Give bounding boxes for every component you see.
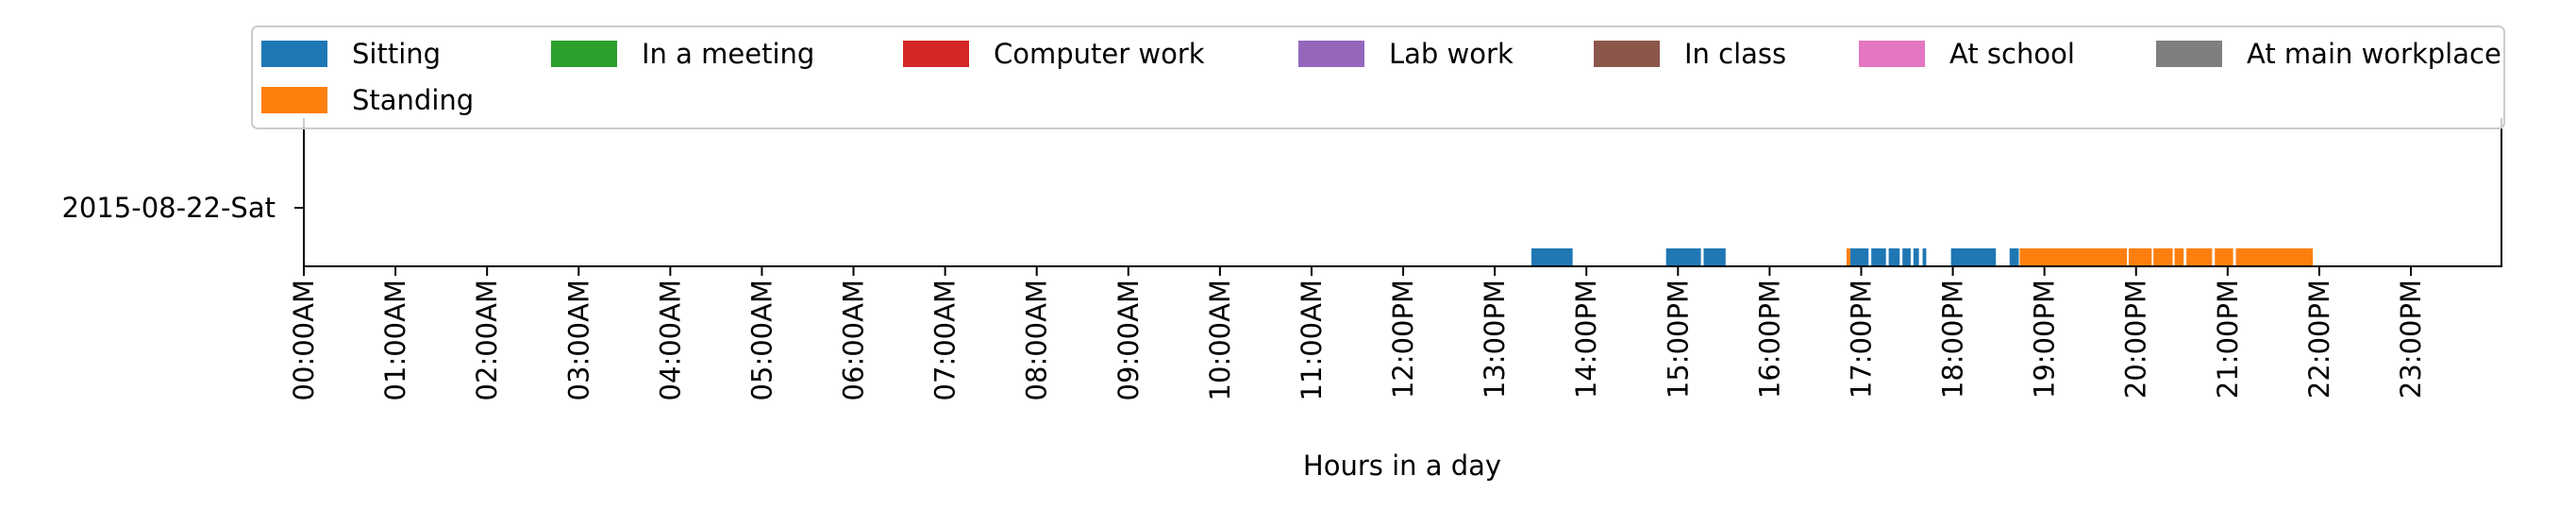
x-tick-label: 10:00AM xyxy=(1204,280,1236,400)
x-tick-label: 20:00PM xyxy=(2120,280,2152,399)
x-tick-label: 16:00PM xyxy=(1753,280,1785,399)
x-tick-label: 19:00PM xyxy=(2029,280,2061,399)
activity-bar-standing xyxy=(2174,248,2184,266)
y-tick-label: 2015-08-22-Sat xyxy=(61,192,276,224)
legend-frame xyxy=(251,26,2505,129)
legend-label: In class xyxy=(1684,38,1786,70)
x-tick-label: 14:00PM xyxy=(1570,280,1602,399)
legend-swatch xyxy=(261,41,327,67)
x-tick-label: 04:00AM xyxy=(654,280,686,400)
legend-swatch xyxy=(1859,41,1925,67)
activity-bar-sitting xyxy=(1902,248,1911,266)
legend-swatch xyxy=(2156,41,2222,67)
legend-swatch xyxy=(261,87,327,113)
legend-label: Computer work xyxy=(994,38,1205,70)
activity-bar-standing xyxy=(2153,248,2173,266)
legend: Sitting In a meeting Computer work Lab work… xyxy=(251,26,2505,129)
x-tick-label: 15:00PM xyxy=(1662,280,1694,399)
legend-label: Lab work xyxy=(1389,38,1514,70)
activity-bar-standing xyxy=(1846,248,1850,266)
activity-bar-standing xyxy=(2215,248,2233,266)
activity-bar-standing xyxy=(2186,248,2213,266)
x-tick-label: 00:00AM xyxy=(288,280,320,400)
x-tick-label: 02:00AM xyxy=(471,280,503,400)
activity-bar-sitting xyxy=(1703,248,1726,266)
x-axis-label: Hours in a day xyxy=(1303,450,1501,482)
x-tick-label: 05:00AM xyxy=(745,280,778,400)
legend-label: Sitting xyxy=(352,38,441,70)
bars-group xyxy=(1531,248,2314,266)
activity-bar-sitting xyxy=(1531,248,1573,266)
x-tick-label: 08:00AM xyxy=(1021,280,1053,400)
activity-bar-sitting xyxy=(1913,248,1919,266)
activity-bar-sitting xyxy=(1922,248,1927,266)
activity-bar-sitting xyxy=(1871,248,1886,266)
x-tick-label: 21:00PM xyxy=(2212,280,2244,399)
legend-label: At main workplace xyxy=(2247,38,2501,70)
x-ticks-group: 00:00AM 01:00AM 02:00AM 03:00AM 04:00AM 05:00… xyxy=(288,266,2427,400)
legend-swatch xyxy=(1594,41,1660,67)
x-tick-label: 13:00PM xyxy=(1479,280,1511,399)
activity-bar-sitting xyxy=(1665,248,1701,266)
activity-bar-sitting xyxy=(1888,248,1900,266)
x-tick-label: 07:00AM xyxy=(929,280,962,400)
axes-frame xyxy=(303,118,2502,267)
x-tick-label: 03:00AM xyxy=(562,280,594,400)
plot-area: 2015-08-22-Sat 00:00AM 01:00AM 02:00AM 03:0… xyxy=(61,118,2502,482)
activity-bar-sitting xyxy=(1950,248,1997,266)
x-tick-label: 09:00AM xyxy=(1112,280,1145,400)
x-tick-label: 12:00PM xyxy=(1387,280,1419,399)
x-tick-label: 18:00PM xyxy=(1937,280,1969,399)
x-tick-label: 11:00AM xyxy=(1296,280,1328,400)
legend-label: Standing xyxy=(352,84,474,116)
legend-swatch xyxy=(1298,41,1364,67)
activity-bar-standing xyxy=(2128,248,2152,266)
activity-bar-standing xyxy=(2235,248,2314,266)
legend-label: In a meeting xyxy=(642,38,814,70)
activity-bar-sitting xyxy=(1849,248,1869,266)
activity-bar-sitting xyxy=(2009,248,2019,266)
legend-swatch xyxy=(903,41,969,67)
x-tick-label: 23:00PM xyxy=(2395,280,2427,399)
x-tick-label: 01:00AM xyxy=(379,280,411,400)
x-tick-label: 22:00PM xyxy=(2303,280,2335,399)
x-tick-label: 17:00PM xyxy=(1845,280,1877,399)
activity-bar-standing xyxy=(2019,248,2128,266)
x-tick-label: 06:00AM xyxy=(838,280,870,400)
legend-swatch xyxy=(551,41,617,67)
legend-label: At school xyxy=(1949,38,2075,70)
legend-items: Sitting In a meeting Computer work Lab work… xyxy=(261,38,2501,116)
